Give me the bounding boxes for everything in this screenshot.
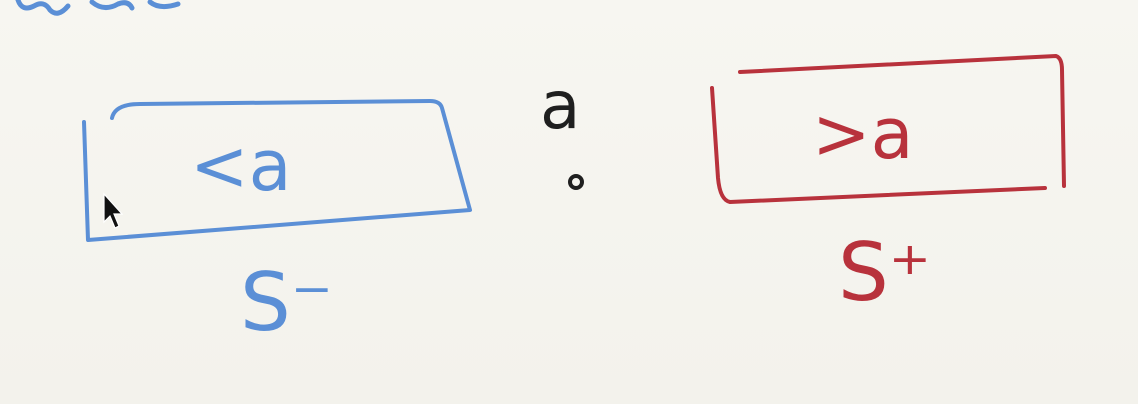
left-set-label: S⁻ bbox=[240, 256, 333, 349]
left-box-outline bbox=[82, 99, 472, 242]
left-set-box: <a S⁻ bbox=[82, 99, 472, 349]
right-box-outline bbox=[710, 54, 1066, 204]
mouse-pointer-icon bbox=[103, 192, 124, 229]
top-handwriting-fragment bbox=[15, 0, 181, 16]
pivot-dot bbox=[568, 174, 584, 190]
right-box-text: >a bbox=[812, 93, 914, 175]
pivot-element: a bbox=[540, 67, 584, 190]
pivot-label: a bbox=[540, 67, 580, 144]
right-set-label: S⁺ bbox=[838, 226, 931, 319]
left-box-text: <a bbox=[190, 125, 292, 207]
right-set-box: >a S⁺ bbox=[710, 54, 1066, 319]
